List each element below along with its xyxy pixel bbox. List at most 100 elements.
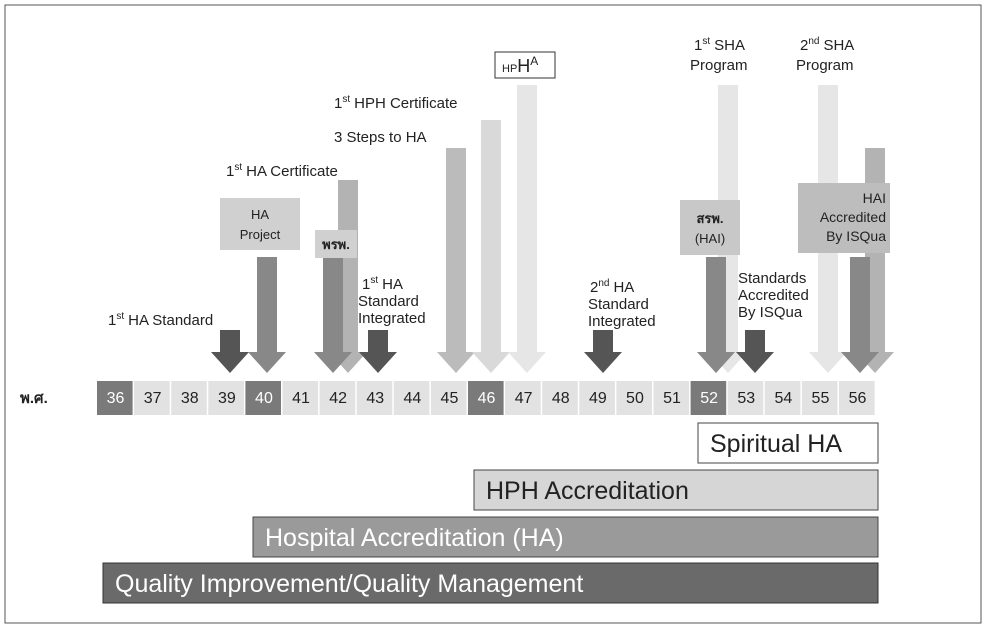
year-text: 41 xyxy=(292,390,310,407)
year-text: 52 xyxy=(700,390,718,407)
milestone-label: By ISQua xyxy=(738,304,803,321)
year-cell xyxy=(653,381,690,415)
year-text: 56 xyxy=(849,390,867,407)
box-label: สรพ. xyxy=(696,211,723,226)
sup: nd xyxy=(598,278,609,289)
text: SHA xyxy=(714,37,745,54)
num: 2 xyxy=(590,279,598,296)
milestone-label: 2nd SHA xyxy=(800,36,854,54)
num: 1 xyxy=(334,95,342,112)
box-label: Accredited xyxy=(820,209,886,225)
year-cell xyxy=(319,381,356,415)
milestone-label: 1st SHA xyxy=(694,36,745,54)
year-label: พ.ศ. xyxy=(20,390,48,407)
box xyxy=(315,230,357,258)
arrow xyxy=(472,120,510,373)
year-text: 50 xyxy=(626,390,644,407)
year-cell xyxy=(579,381,615,415)
year-cell xyxy=(764,381,801,415)
milestone-label: Standard xyxy=(358,293,419,310)
num: 1 xyxy=(362,276,370,293)
sub: HP xyxy=(502,63,517,75)
box xyxy=(680,200,740,255)
box-label: HAI xyxy=(863,190,886,206)
sup: st xyxy=(702,36,710,47)
band-label: HPH Accreditation xyxy=(486,477,689,505)
sup: st xyxy=(370,275,378,286)
box xyxy=(220,198,300,250)
year-cell xyxy=(727,381,764,415)
sup: A xyxy=(530,54,538,68)
num: 1 xyxy=(108,312,116,329)
arrow xyxy=(697,257,735,373)
year-cell xyxy=(430,381,467,415)
sup: st xyxy=(116,311,124,322)
box-label: HPHA xyxy=(502,54,538,76)
text: HPH Certificate xyxy=(354,95,457,112)
arrow xyxy=(841,257,879,373)
band-label: Spiritual HA xyxy=(710,430,842,458)
milestone-label: 1st HA xyxy=(362,275,403,293)
arrow xyxy=(508,85,546,373)
year-cell xyxy=(690,381,727,415)
milestone-label: 3 Steps to HA xyxy=(334,129,427,146)
num: 1 xyxy=(226,163,234,180)
text: HA xyxy=(382,276,403,293)
year-text: 53 xyxy=(737,390,755,407)
box xyxy=(798,183,890,253)
year-cell xyxy=(505,381,541,415)
arrow xyxy=(314,257,352,373)
year-cell xyxy=(616,381,652,415)
milestone-label: 2nd HA xyxy=(590,278,634,296)
milestone-label: Program xyxy=(796,57,854,74)
milestone-label: Integrated xyxy=(588,313,656,330)
year-cell xyxy=(208,381,244,415)
box-label: (HAI) xyxy=(695,231,725,246)
box xyxy=(494,51,556,79)
year-cell xyxy=(356,381,393,415)
year-cell xyxy=(468,381,504,415)
milestone-label: Integrated xyxy=(358,310,426,327)
year-text: 49 xyxy=(589,390,607,407)
year-text: 54 xyxy=(774,390,792,407)
band xyxy=(697,422,879,464)
milestone-label: 1st HPH Certificate xyxy=(334,94,457,112)
sup: nd xyxy=(808,36,819,47)
milestone-label: Accredited xyxy=(738,287,809,304)
band-label: Hospital Accreditation (HA) xyxy=(265,524,564,552)
year-row: พ.ศ. 36 37 38 39 40 41 42 43 44 45 46 47 48 49 50 51 52 5… xyxy=(20,381,875,415)
year-text: 42 xyxy=(329,390,347,407)
sup: st xyxy=(342,94,350,105)
band xyxy=(252,516,879,558)
arrow xyxy=(211,330,249,373)
milestone-label: 1st HA Certificate xyxy=(226,162,338,180)
year-text: 36 xyxy=(107,390,125,407)
box-label: HA xyxy=(251,207,269,222)
year-text: 37 xyxy=(144,390,162,407)
text: HA Standard xyxy=(128,312,213,329)
arrow xyxy=(584,330,622,373)
year-cell xyxy=(801,381,838,415)
year-cell xyxy=(393,381,430,415)
year-cell xyxy=(245,381,281,415)
milestone-label: Standards xyxy=(738,270,806,287)
arrow xyxy=(359,330,397,373)
year-cell xyxy=(134,381,170,415)
year-cell xyxy=(282,381,319,415)
arrow xyxy=(248,257,286,373)
year-cell xyxy=(542,381,578,415)
text: HA xyxy=(613,279,634,296)
year-cell xyxy=(97,381,133,415)
year-cell xyxy=(171,381,207,415)
year-text: 51 xyxy=(663,390,681,407)
year-text: 45 xyxy=(441,390,459,407)
num: 1 xyxy=(694,37,702,54)
arrow xyxy=(437,148,475,373)
text: HA Certificate xyxy=(246,163,338,180)
milestone-label: Program xyxy=(690,57,748,74)
box-label: พรพ. xyxy=(322,237,350,252)
year-text: 44 xyxy=(403,390,421,407)
year-text: 38 xyxy=(181,390,199,407)
box-label: By ISQua xyxy=(826,228,886,244)
